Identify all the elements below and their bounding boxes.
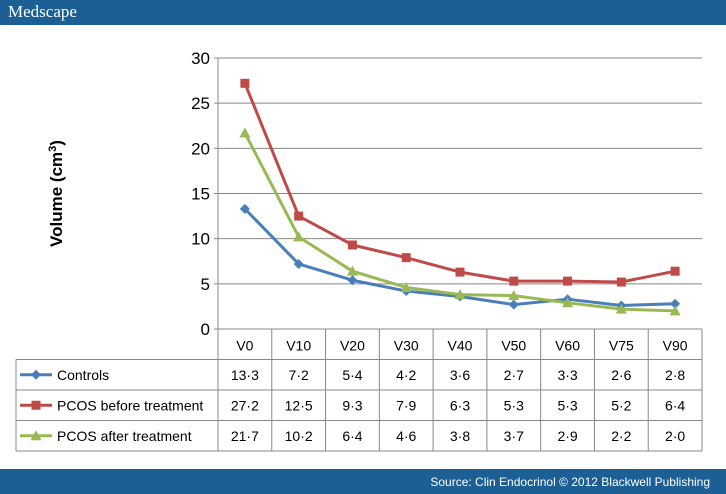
data-label: 4·6 — [396, 428, 416, 444]
data-label: 6·4 — [665, 397, 685, 413]
legend-marker — [31, 369, 41, 380]
y-tick-label: 5 — [201, 275, 210, 294]
legend-label: PCOS after treatment — [57, 428, 192, 444]
y-tick-label: 15 — [191, 185, 210, 204]
data-label: 3·3 — [557, 367, 577, 383]
data-label: 7·2 — [289, 367, 309, 383]
data-point — [615, 303, 627, 314]
data-point — [239, 203, 250, 214]
y-tick-label: 0 — [201, 320, 210, 339]
data-label: 2·2 — [611, 428, 631, 444]
data-label: 10·2 — [285, 428, 313, 444]
data-label: 5·3 — [557, 397, 577, 413]
category-label: V50 — [501, 337, 526, 353]
category-label: V0 — [236, 337, 253, 353]
data-point — [294, 211, 304, 221]
category-label: V10 — [286, 337, 311, 353]
data-label: 27·2 — [231, 397, 259, 413]
data-label: 6·4 — [342, 428, 362, 444]
data-point — [400, 281, 412, 292]
data-point — [508, 290, 520, 301]
data-point — [670, 266, 680, 276]
data-label: 7·9 — [396, 397, 416, 413]
category-label: V90 — [663, 337, 688, 353]
category-label: V75 — [609, 337, 634, 353]
y-tick-label: 20 — [191, 139, 210, 158]
data-point — [509, 276, 519, 286]
data-label: 5·4 — [342, 367, 362, 383]
data-point — [616, 277, 626, 287]
category-label: V60 — [555, 337, 580, 353]
data-label: 9·3 — [342, 397, 362, 413]
footer-bar: Source: Clin Endocrinol © 2012 Blackwell… — [0, 469, 726, 494]
data-label: 3·7 — [504, 428, 524, 444]
data-point — [562, 297, 574, 308]
data-point — [293, 258, 304, 269]
data-point — [670, 298, 681, 309]
legend-marker — [31, 400, 41, 410]
data-label: 2·6 — [611, 367, 631, 383]
data-point — [347, 275, 358, 286]
data-label: 6·3 — [450, 397, 470, 413]
data-point — [239, 127, 251, 138]
data-point — [563, 276, 573, 286]
category-label: V30 — [394, 337, 419, 353]
medscape-logo: Medscape — [8, 2, 77, 21]
data-label: 2·9 — [557, 428, 577, 444]
data-label: 2·8 — [665, 367, 685, 383]
data-point — [401, 253, 411, 263]
data-label: 21·7 — [231, 428, 259, 444]
y-axis-label: Volume (cm3) — [47, 140, 66, 247]
data-label: 12·5 — [285, 397, 313, 413]
data-label: 5·2 — [611, 397, 631, 413]
data-point — [293, 231, 305, 242]
data-label: 4·2 — [396, 367, 416, 383]
data-point — [455, 267, 465, 277]
series-line — [243, 82, 676, 284]
data-point — [669, 305, 681, 316]
data-label: 5·3 — [504, 397, 524, 413]
legend-marker — [30, 430, 42, 441]
data-point — [347, 240, 357, 250]
chart-area: 0 5 10 15 20 25 30 Volume (cm3) V0 V10 V20 V30 V40 V5… — [0, 25, 726, 469]
category-label: V40 — [448, 337, 473, 353]
data-point — [346, 265, 358, 276]
data-point — [240, 78, 250, 88]
y-tick-label: 25 — [191, 94, 210, 113]
data-label: 2·0 — [665, 428, 685, 444]
data-label: 3·8 — [450, 428, 470, 444]
y-tick-label: 30 — [191, 49, 210, 68]
data-point — [454, 289, 466, 300]
category-label: V20 — [340, 337, 365, 353]
data-label: 13·3 — [231, 367, 259, 383]
data-point — [508, 299, 519, 310]
legend-label: PCOS before treatment — [57, 397, 203, 413]
legend-label: Controls — [57, 367, 109, 383]
line-chart: 0 5 10 15 20 25 30 Volume (cm3) V0 V10 V20 V30 V40 V5… — [15, 49, 703, 452]
y-tick-label: 10 — [191, 230, 210, 249]
data-label: 3·6 — [450, 367, 470, 383]
source-citation: Source: Clin Endocrinol © 2012 Blackwell… — [430, 475, 710, 489]
header-bar: Medscape — [0, 0, 726, 25]
data-label: 2·7 — [504, 367, 524, 383]
